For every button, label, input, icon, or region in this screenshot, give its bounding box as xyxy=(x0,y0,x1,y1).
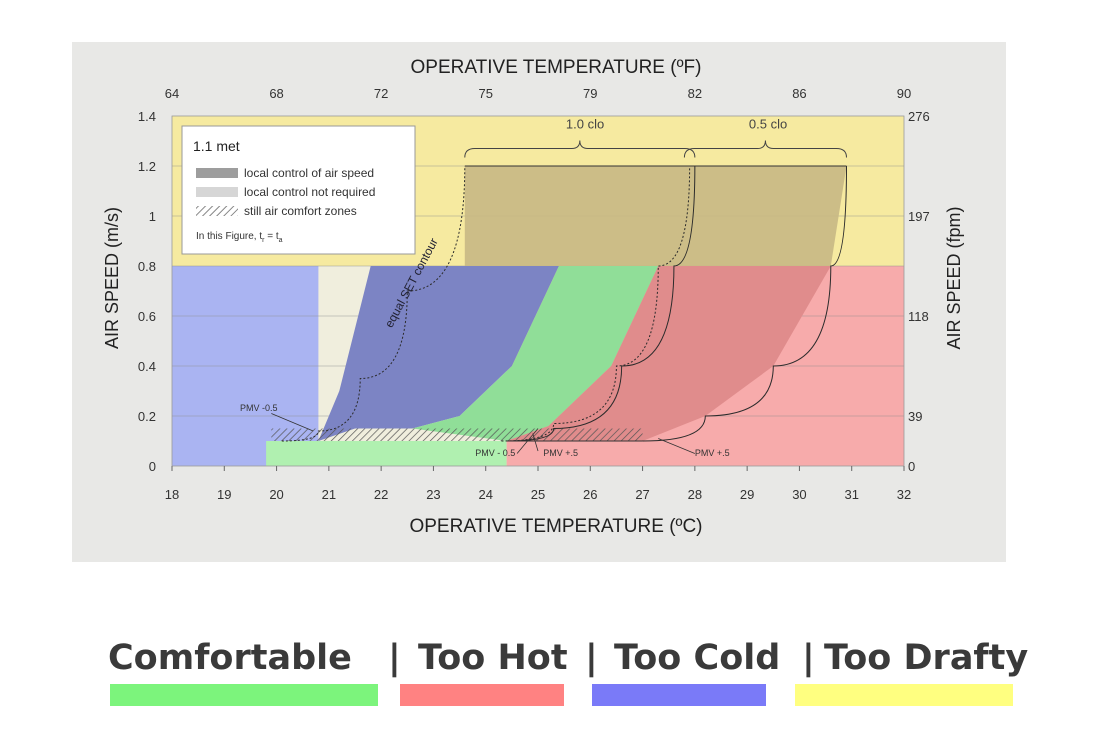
right-tick-label: 39 xyxy=(908,409,922,424)
x-tick-label: 18 xyxy=(165,487,179,502)
clo-label: 0.5 clo xyxy=(749,117,787,132)
right-tick-label: 276 xyxy=(908,109,930,124)
x-tick-label: 23 xyxy=(426,487,440,502)
y-tick-label: 1 xyxy=(149,209,156,224)
legend-swatch-hatch xyxy=(196,206,238,216)
top-tick-label: 86 xyxy=(792,86,806,101)
pmv-leader-line xyxy=(516,428,539,454)
pmv-label: PMV - 0.5 xyxy=(475,448,515,458)
y-tick-label: 0.2 xyxy=(138,409,156,424)
still-air-warm xyxy=(501,428,643,441)
top-tick-label: 64 xyxy=(165,86,179,101)
x-tick-label: 21 xyxy=(322,487,336,502)
region-comfortable xyxy=(266,441,507,466)
left-axis-title: AIR SPEED (m/s) xyxy=(102,207,122,349)
x-tick-label: 31 xyxy=(844,487,858,502)
right-tick-label: 118 xyxy=(908,309,929,324)
x-tick-label: 22 xyxy=(374,487,388,502)
x-tick-label: 28 xyxy=(688,487,702,502)
pmv-label: PMV +.5 xyxy=(543,448,578,458)
x-tick-label: 24 xyxy=(478,487,492,502)
y-tick-label: 0.8 xyxy=(138,259,156,274)
legend-separator: | xyxy=(585,638,598,678)
set-contour-warm xyxy=(506,165,696,442)
swatch-too-cold xyxy=(592,684,766,706)
air-speed-comfort-chart: 18 19 20 21 22 23 24 25 26 27 28 29 30 31 32 0 0.2 0.4 0.6… xyxy=(102,57,964,537)
pmv-leader-line xyxy=(271,413,314,432)
legend-separator: | xyxy=(802,638,815,678)
top-tick-label: 79 xyxy=(583,86,597,101)
x-tick-label: 29 xyxy=(740,487,754,502)
x-tick-label: 26 xyxy=(583,487,597,502)
top-tick-label: 75 xyxy=(478,86,492,101)
top-tick-label: 68 xyxy=(269,86,283,101)
right-tick-label: 0 xyxy=(908,459,915,474)
x-tick-label: 25 xyxy=(531,487,545,502)
legend-item-label: local control of air speed xyxy=(244,166,374,180)
still-air-cold xyxy=(271,428,502,441)
x-tick-label: 27 xyxy=(635,487,649,502)
legend-separator: | xyxy=(388,638,401,678)
y-tick-label: 0 xyxy=(149,459,156,474)
top-tick-label: 72 xyxy=(374,86,388,101)
y-tick-label: 1.2 xyxy=(138,159,156,174)
y-tick-label: 1.4 xyxy=(138,109,156,124)
swatch-too-drafty xyxy=(795,684,1013,706)
legend-note: In this Figure, tr = ta xyxy=(196,231,283,244)
hot-zone xyxy=(506,266,831,441)
chart-legend: 1.1 met local control of air speed local… xyxy=(181,125,416,255)
top-tick-label: 90 xyxy=(897,86,911,101)
pmv-leader-line xyxy=(532,433,539,452)
clo-brace xyxy=(683,140,847,158)
swatch-too-hot xyxy=(400,684,564,706)
right-tick-label: 197 xyxy=(908,209,930,224)
comfort-zone xyxy=(412,266,659,441)
bottom-axis-title: OPERATIVE TEMPERATURE (ºC) xyxy=(409,516,702,537)
legend-item-label: still air comfort zones xyxy=(244,204,357,218)
swatch-comfortable xyxy=(110,684,378,706)
legend-title: 1.1 met xyxy=(193,138,240,154)
legend-too-cold: Too Cold xyxy=(614,638,781,678)
air-speed-control-zone xyxy=(464,166,847,266)
right-axis-title: AIR SPEED (fpm) xyxy=(944,206,964,349)
x-tick-label: 30 xyxy=(792,487,806,502)
pmv-label: PMV -0.5 xyxy=(240,403,278,413)
x-tick-label: 32 xyxy=(897,487,911,502)
top-tick-label: 82 xyxy=(688,86,702,101)
x-tick-label: 19 xyxy=(217,487,231,502)
legend-swatch-dark xyxy=(196,168,238,178)
legend-too-drafty: Too Drafty xyxy=(824,638,1029,678)
pmv-leader-line xyxy=(658,438,696,454)
pmv-label: PMV +.5 xyxy=(695,448,730,458)
x-tick-label: 20 xyxy=(269,487,283,502)
legend-comfortable: Comfortable xyxy=(108,638,352,678)
clo-label: 1.0 clo xyxy=(566,117,604,132)
legend-swatch-light xyxy=(196,187,238,197)
pmv-plus-contour xyxy=(642,165,847,442)
y-tick-label: 0.6 xyxy=(138,309,156,324)
chart-panel: 18 19 20 21 22 23 24 25 26 27 28 29 30 31 32 0 0.2 0.4 0.6… xyxy=(72,42,1006,562)
top-axis-title: OPERATIVE TEMPERATURE (ºF) xyxy=(411,57,702,78)
legend-item-label: local control not required xyxy=(244,185,375,199)
legend-too-hot: Too Hot xyxy=(418,638,568,678)
y-tick-label: 0.4 xyxy=(138,359,156,374)
cold-zone xyxy=(318,266,559,441)
